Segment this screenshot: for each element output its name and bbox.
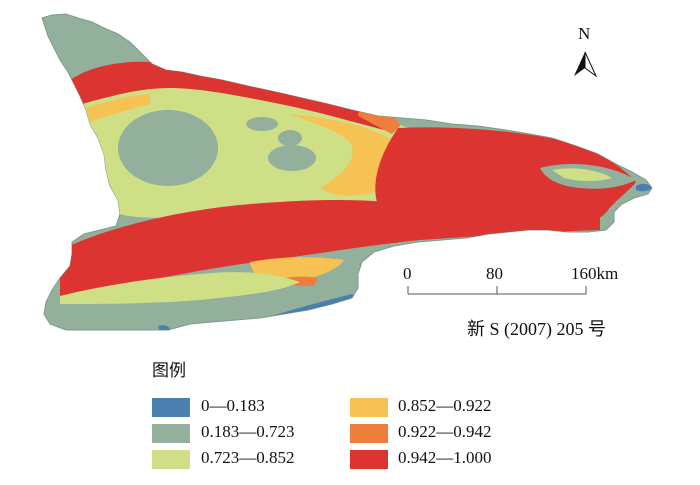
legend-label-3: 0.852—0.922: [398, 396, 492, 415]
legend-label-5: 0.942—1.000: [398, 448, 492, 467]
zone-green-blob-small: [246, 117, 278, 131]
legend-title: 图例: [152, 361, 186, 381]
zone-green-blob-east: [268, 145, 316, 171]
scale-bar: [407, 286, 587, 295]
scale-label-0: 0: [403, 264, 412, 283]
north-arrow-right-half: [584, 51, 598, 78]
north-arrow-left-half: [574, 52, 585, 76]
zone-yellow-northwest: [86, 94, 150, 122]
legend-label-0: 0—0.183: [201, 396, 265, 415]
scale-label-80: 80: [486, 264, 503, 283]
zone-blue-south: [158, 325, 170, 330]
suitability-map: [41, 13, 653, 331]
zone-green-blob-west: [118, 110, 218, 186]
legend-swatch-1: [152, 424, 190, 443]
zone-yellow-middle: [290, 114, 396, 196]
north-arrow: [574, 51, 598, 78]
map-approval-number: 新 S (2007) 205 号: [467, 319, 606, 339]
north-label: N: [578, 24, 591, 43]
zone-red-east: [375, 127, 636, 231]
scale-label-160km: 160km: [571, 264, 619, 283]
legend-swatch-4: [350, 424, 388, 443]
legend-label-1: 0.183—0.723: [201, 422, 295, 441]
legend-swatch-0: [152, 398, 190, 417]
legend-label-4: 0.922—0.942: [398, 422, 492, 441]
legend-swatch-2: [152, 450, 190, 469]
legend-swatch-5: [350, 450, 388, 469]
legend-label-2: 0.723—0.852: [201, 448, 295, 467]
zone-red-north: [70, 61, 398, 132]
zone-red-south: [60, 200, 600, 296]
legend-swatch-3: [350, 398, 388, 417]
zone-light-green-south: [60, 272, 300, 304]
zone-green-blob-center: [278, 130, 302, 146]
zone-blue-east-tip: [636, 183, 652, 192]
zone-light-green-east-finger: [552, 168, 612, 181]
